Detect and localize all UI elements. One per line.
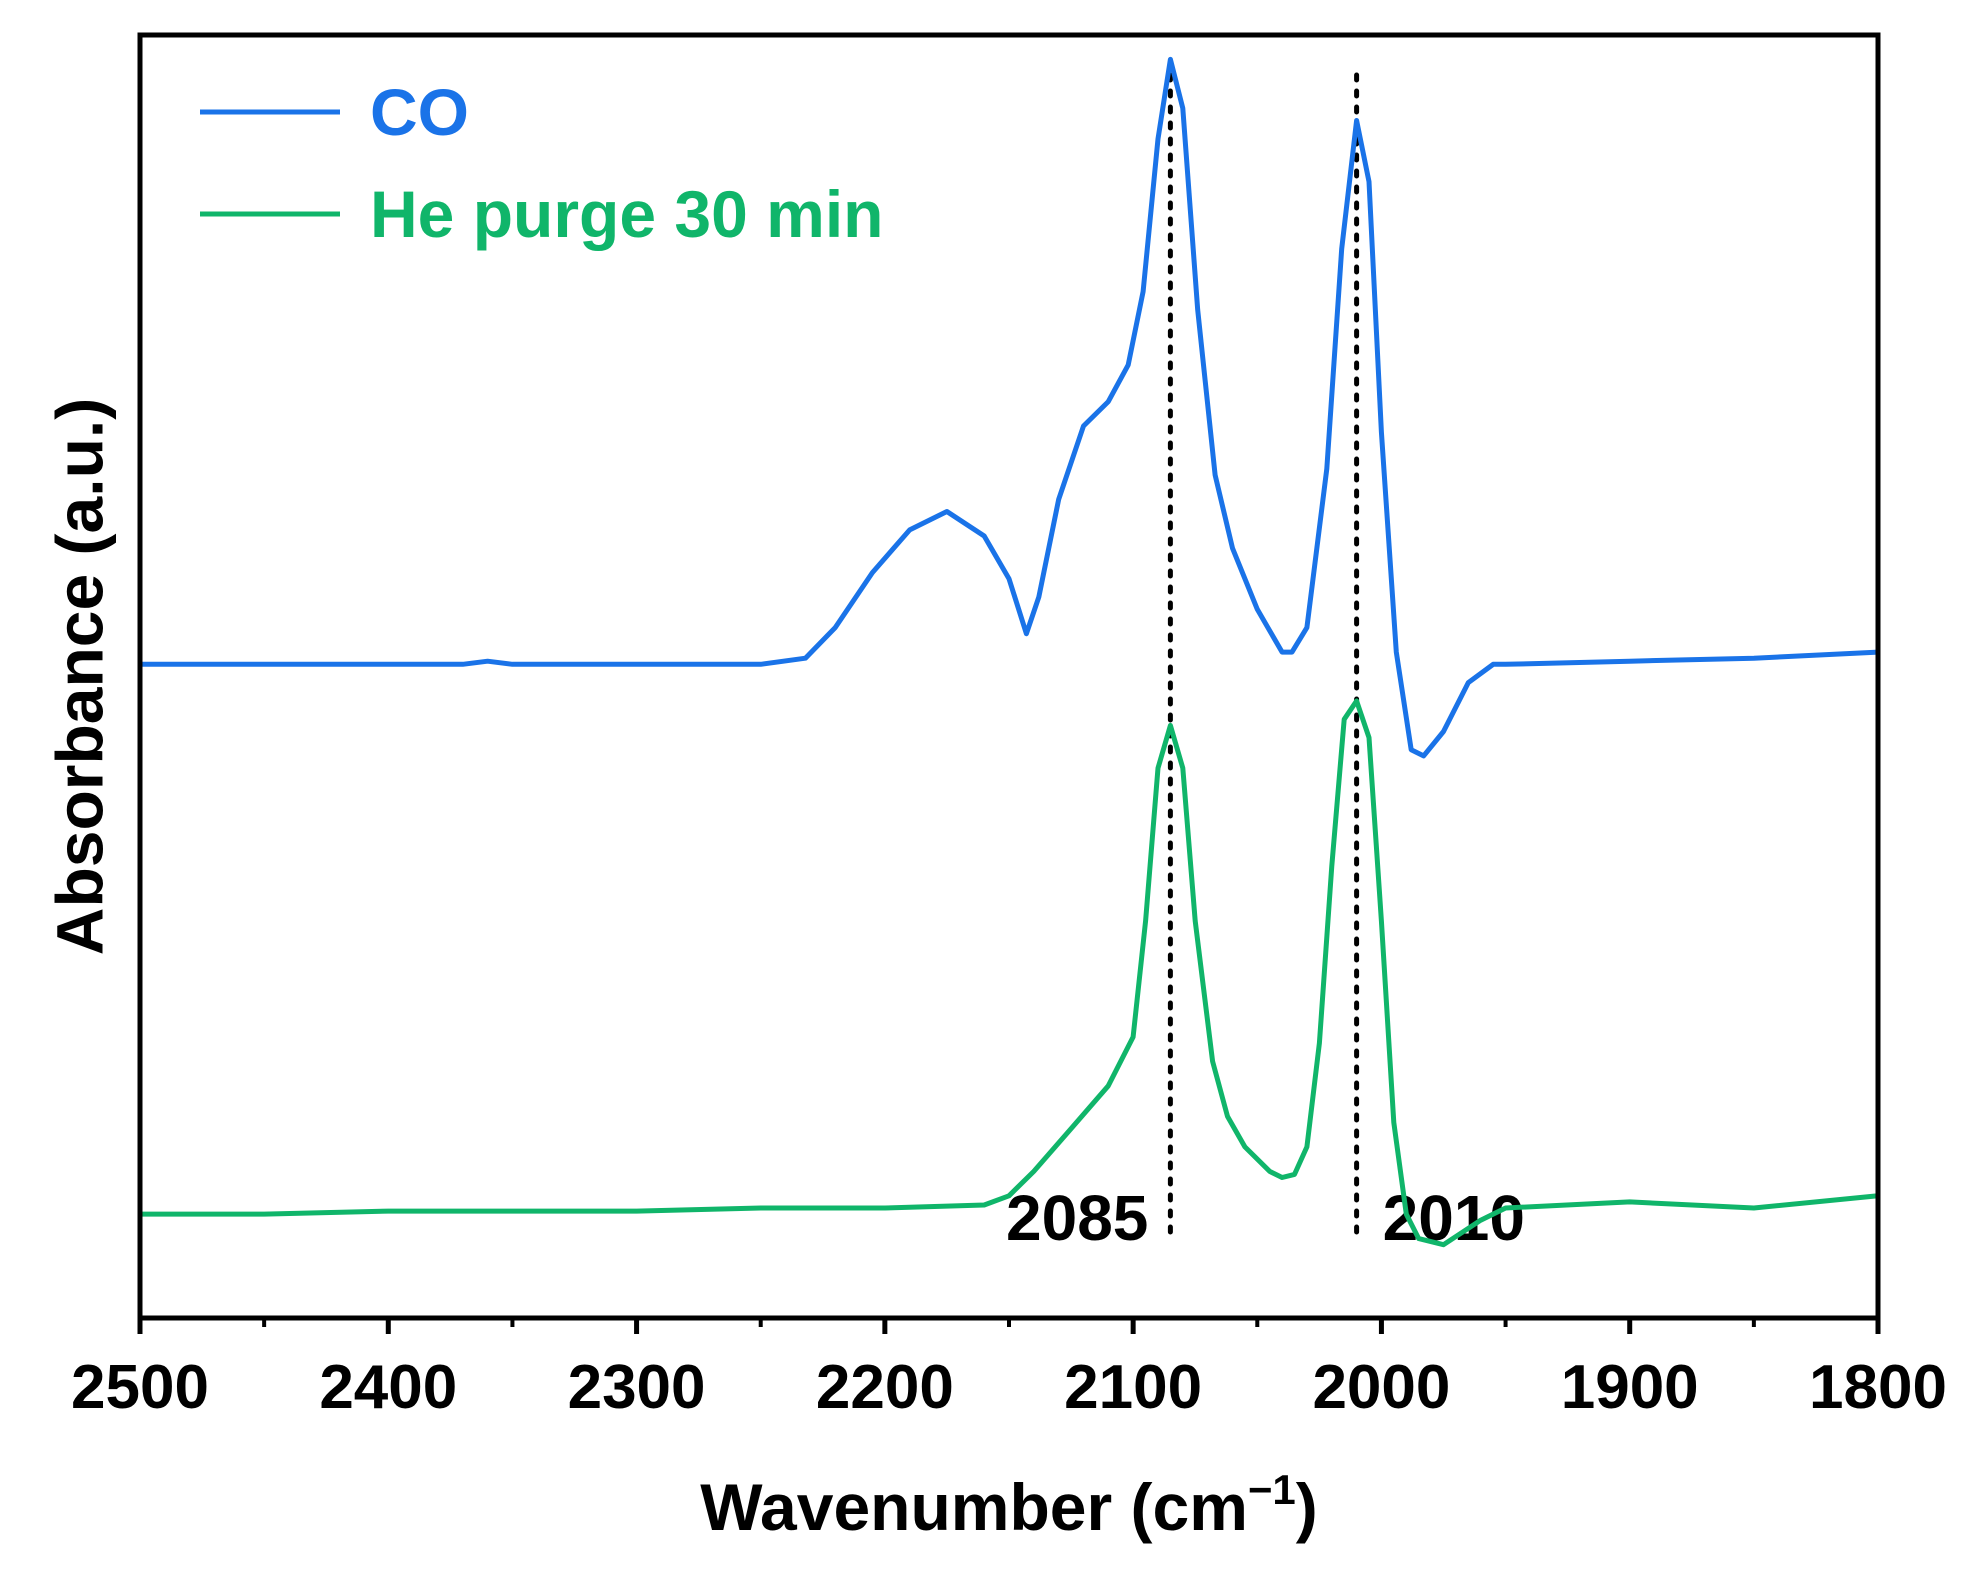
- x-axis-label: Wavenumber (cm−1): [700, 1466, 1318, 1544]
- x-tick-label-1900: 1900: [1561, 1353, 1699, 1422]
- y-axis-label: Absorbance (a.u.): [42, 398, 116, 955]
- legend: CO He purge 30 min: [200, 75, 883, 251]
- x-tick-label-2000: 2000: [1312, 1353, 1450, 1422]
- x-tick-label-2500: 2500: [71, 1353, 209, 1422]
- legend-label-he-purge: He purge 30 min: [370, 177, 883, 251]
- series-line-he-purge: [137, 698, 1881, 1248]
- series-line-co: [137, 56, 1881, 759]
- x-axis: 2500 2400 2300 2200 2100 2000 1900 1800: [71, 1318, 1947, 1422]
- legend-label-co: CO: [370, 75, 469, 149]
- x-tick-label-2400: 2400: [319, 1353, 457, 1422]
- x-tick-label-2200: 2200: [816, 1353, 954, 1422]
- x-tick-label-1800: 1800: [1809, 1353, 1947, 1422]
- plot-area: 2085 2010: [137, 56, 1881, 1254]
- annotation-label-2085: 2085: [1006, 1182, 1148, 1254]
- x-tick-label-2100: 2100: [1064, 1353, 1202, 1422]
- x-tick-label-2300: 2300: [568, 1353, 706, 1422]
